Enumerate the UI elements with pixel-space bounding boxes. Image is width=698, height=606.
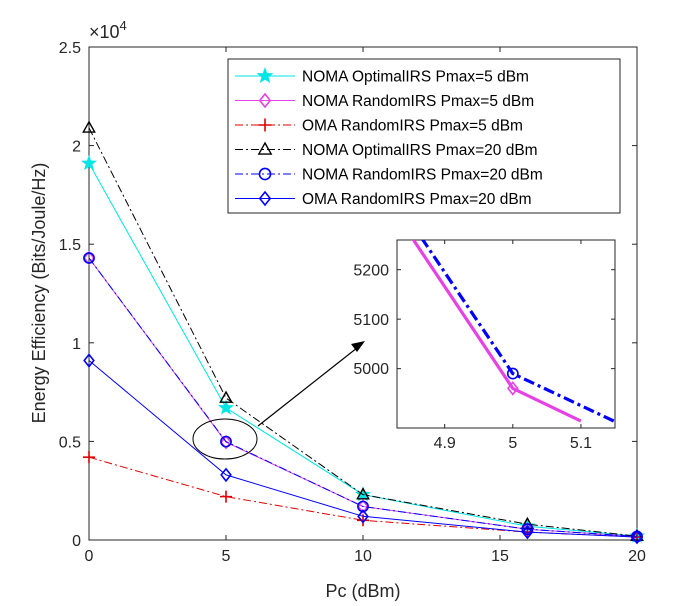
main-series-1-point — [355, 486, 371, 502]
inset-series-1-point — [506, 381, 519, 396]
main-series-4-point — [219, 390, 233, 403]
inset-x-tick-label: 5.1 — [570, 435, 592, 452]
inset-y-tick-label: 5000 — [353, 361, 389, 378]
inset-y-tick-label: 5200 — [353, 262, 389, 279]
x-axis-label: Pc (dBm) — [325, 581, 400, 601]
main-y-tick-label: 2 — [72, 139, 81, 156]
inset-plot-area — [396, 239, 616, 429]
y-axis-label: Energy Efficiency (Bits/Joule/Hz) — [29, 163, 49, 424]
legend-label-5: NOMA RandomIRS Pmax=20 dBm — [302, 167, 543, 184]
legend-marker-5 — [258, 167, 272, 181]
main-series-6-point — [631, 529, 643, 545]
legend-marker-4 — [257, 141, 273, 155]
inset-x-tick-label: 4.9 — [434, 435, 456, 452]
main-y-tick-label: 1.5 — [59, 237, 81, 254]
legend-label-6: OMA RandomIRS Pmax=20 dBm — [302, 191, 532, 208]
main-series-2-point — [220, 434, 232, 450]
main-series-2-point — [357, 499, 369, 514]
main-x-tick-label: 20 — [628, 548, 646, 565]
main-axis-ticks: 0 5 10 15 20 0 0.5 1 1.5 2 2.5 — [59, 40, 646, 565]
main-series-line-4 — [88, 127, 638, 537]
legend-label-4: NOMA OptimalIRS Pmax=20 dBm — [302, 142, 538, 159]
main-series-1-point — [218, 399, 234, 415]
main-y-tick-label: 0.5 — [59, 434, 81, 451]
inset-y-tick-label: 5100 — [353, 312, 389, 329]
legend-marker-3 — [258, 118, 272, 132]
main-series-6-point — [521, 524, 534, 540]
main-series-line-6 — [88, 360, 638, 538]
main-series-5-point — [83, 252, 95, 264]
legend-label-1: NOMA OptimalIRS Pmax=5 dBm — [302, 69, 529, 86]
main-series-6-point — [83, 353, 95, 368]
main-series-6-point — [357, 509, 369, 524]
main-y-tick-label: 1 — [72, 336, 81, 353]
main-x-tick-label: 0 — [85, 548, 94, 565]
inset-series-line-2 — [421, 240, 615, 424]
main-y-tick-label: 2.5 — [59, 40, 81, 57]
main-series-3-point — [220, 490, 232, 503]
main-series-4-point — [356, 487, 370, 500]
main-series-group — [81, 120, 645, 545]
main-x-tick-label: 15 — [491, 548, 509, 565]
main-x-tick-label: 10 — [354, 548, 372, 565]
main-series-6-point — [220, 467, 232, 483]
inset-series-group — [411, 240, 615, 424]
inset-x-tick-label: 5 — [508, 435, 517, 452]
main-series-5-point — [220, 435, 232, 448]
main-series-5-point — [521, 523, 534, 536]
main-series-4-point — [82, 120, 96, 133]
main-series-2-point — [83, 250, 95, 266]
y-multiplier: ×104 — [89, 18, 127, 42]
main-y-tick-label: 0 — [72, 533, 81, 550]
legend-marker-6 — [258, 190, 272, 207]
inset-series-line-1 — [411, 240, 582, 423]
legend-marker-1 — [256, 67, 274, 84]
main-series-4-point — [520, 516, 535, 530]
main-x-tick-label: 5 — [222, 548, 231, 565]
main-series-1-point — [81, 154, 97, 171]
legend-box — [227, 58, 621, 214]
legend-label-3: OMA RandomIRS Pmax=5 dBm — [302, 118, 523, 135]
zoom-arrow — [257, 343, 363, 427]
legend: NOMA OptimalIRS Pmax=5 dBm NOMA RandomIRS… — [227, 58, 621, 214]
inset-series-2-point — [506, 367, 519, 380]
legend-marker-2 — [258, 92, 272, 109]
zoom-arrowhead — [351, 341, 365, 352]
main-series-line-5 — [88, 257, 638, 537]
zoom-highlight-ellipse — [192, 418, 258, 460]
inset-axis-ticks: 4.9 5 5.1 5000 5100 5200 — [353, 240, 615, 452]
legend-label-2: NOMA RandomIRS Pmax=5 dBm — [302, 93, 534, 110]
main-series-3-point — [83, 451, 95, 464]
